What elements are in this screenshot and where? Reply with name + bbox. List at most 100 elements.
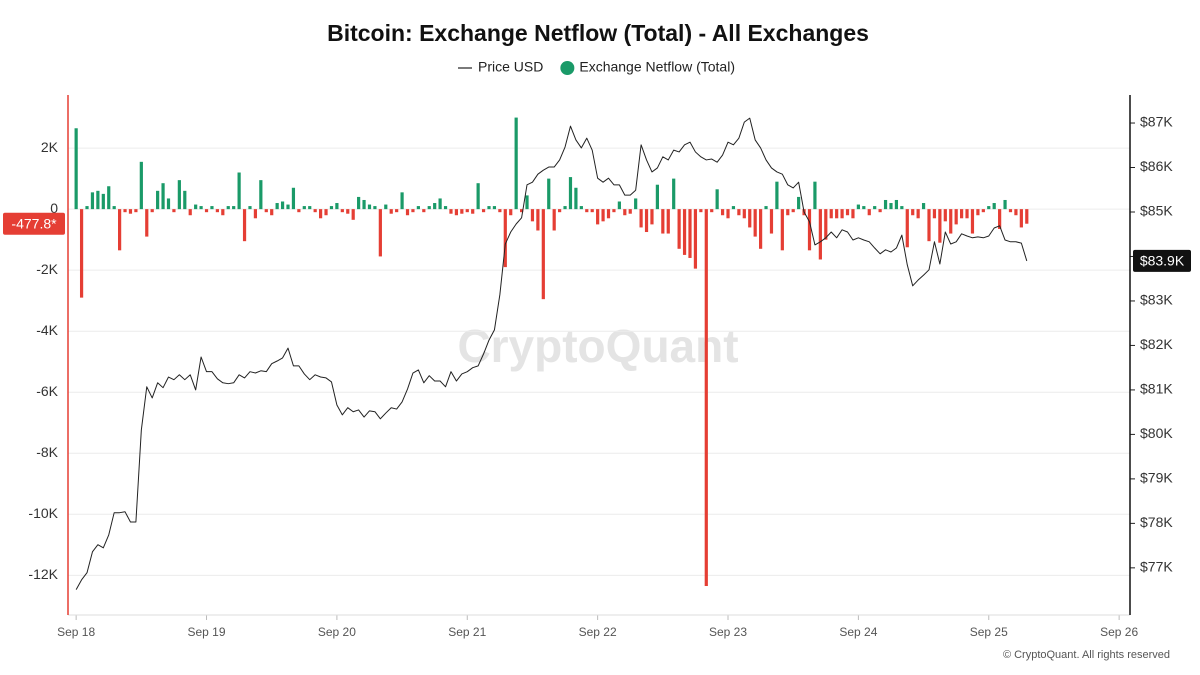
bar xyxy=(655,184,659,210)
bar xyxy=(221,209,225,216)
legend-swatch xyxy=(560,61,575,75)
price-line xyxy=(75,117,1028,590)
bar xyxy=(541,209,545,300)
legend: Price USD Exchange Netflow (Total) xyxy=(458,59,735,75)
bar xyxy=(672,178,676,210)
bar xyxy=(188,209,192,216)
bar xyxy=(1014,209,1018,216)
bar xyxy=(280,201,285,210)
bar xyxy=(590,209,594,213)
bar xyxy=(867,209,871,216)
bar xyxy=(889,203,893,210)
bar xyxy=(286,204,290,210)
bar xyxy=(498,209,502,213)
y2-tick-label: $82K xyxy=(1140,336,1173,352)
bar xyxy=(813,181,817,210)
bar xyxy=(427,206,431,210)
y2-tick-label: $85K xyxy=(1140,203,1173,219)
bar xyxy=(340,209,344,213)
y2-tick-label: $77K xyxy=(1140,559,1173,575)
bar xyxy=(998,209,1002,229)
bar xyxy=(519,209,524,213)
bar xyxy=(454,209,459,216)
bar xyxy=(335,203,339,210)
credit: © CryptoQuant. All rights reserved xyxy=(1003,649,1170,661)
bar xyxy=(313,209,317,213)
bar xyxy=(965,209,969,219)
bar xyxy=(644,209,649,233)
bar xyxy=(248,206,252,210)
bar xyxy=(715,189,719,210)
netflow-bars xyxy=(74,117,1029,587)
bar xyxy=(101,193,105,210)
bar xyxy=(139,161,143,210)
y-tick-label: -10K xyxy=(28,505,58,521)
bar xyxy=(362,199,366,210)
bar xyxy=(666,209,670,234)
bar xyxy=(558,209,562,213)
y-tick-label: -4K xyxy=(36,322,58,338)
bar xyxy=(1019,209,1023,228)
bar xyxy=(156,190,160,210)
bar xyxy=(552,209,556,231)
bar xyxy=(797,196,801,210)
bar xyxy=(949,209,953,234)
bar xyxy=(291,187,296,210)
bar xyxy=(693,209,698,269)
bar xyxy=(411,209,415,213)
bar xyxy=(242,209,247,242)
bar xyxy=(829,209,833,219)
bar xyxy=(329,206,334,210)
bar xyxy=(921,203,926,210)
bar xyxy=(471,209,475,214)
bar xyxy=(623,209,627,216)
x-tick-label: Sep 22 xyxy=(579,625,617,639)
bar xyxy=(606,209,611,219)
bar xyxy=(79,209,84,298)
bar xyxy=(438,198,442,210)
bar xyxy=(873,206,877,210)
bar xyxy=(905,209,909,248)
bar xyxy=(612,209,616,213)
bar xyxy=(976,209,980,216)
bar xyxy=(878,209,882,213)
y2-tick-label: $78K xyxy=(1140,514,1173,530)
bar xyxy=(395,209,399,213)
x-tick-label: Sep 24 xyxy=(839,625,877,639)
y-tick-label: -2K xyxy=(36,261,58,277)
bar xyxy=(688,209,692,258)
bar xyxy=(704,209,708,587)
x-tick-label: Sep 21 xyxy=(448,625,486,639)
bar xyxy=(987,206,991,210)
bar xyxy=(443,206,448,210)
bar xyxy=(775,181,779,210)
bar xyxy=(818,209,822,260)
bar xyxy=(318,209,323,219)
bar xyxy=(737,209,741,216)
bar xyxy=(710,209,714,213)
bar xyxy=(634,198,638,210)
last-value-badge xyxy=(3,212,65,235)
bar xyxy=(574,187,578,210)
x-tick-label: Sep 18 xyxy=(57,625,95,639)
bar xyxy=(232,206,236,210)
y-tick-label: -6K xyxy=(36,383,58,399)
bar xyxy=(726,209,730,219)
bar xyxy=(90,192,95,210)
bar xyxy=(259,180,263,210)
bar xyxy=(835,209,839,219)
bar xyxy=(123,209,127,213)
bar xyxy=(264,209,268,213)
bar xyxy=(699,209,703,213)
bar xyxy=(981,209,985,213)
bar xyxy=(96,190,100,210)
bar xyxy=(275,203,279,210)
bar xyxy=(628,209,632,214)
bar xyxy=(112,206,116,210)
bar xyxy=(357,196,361,210)
bar xyxy=(563,206,567,210)
bar xyxy=(487,206,491,210)
bar xyxy=(536,209,540,231)
bar xyxy=(840,209,844,219)
